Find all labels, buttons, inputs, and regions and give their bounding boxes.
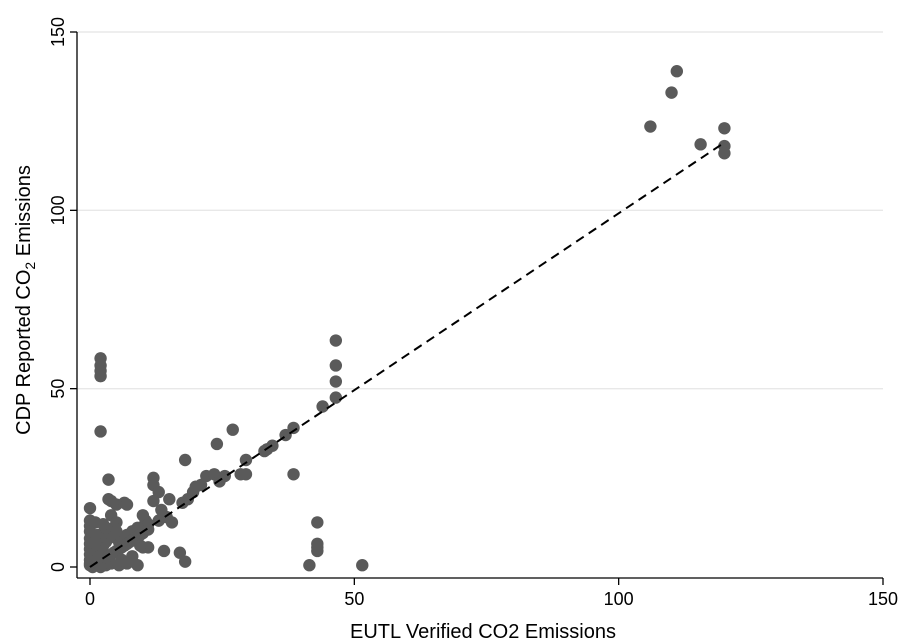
data-point bbox=[104, 494, 118, 508]
data-point bbox=[91, 551, 105, 565]
data-point bbox=[665, 86, 678, 99]
data-point bbox=[644, 120, 657, 133]
data-point bbox=[94, 369, 107, 383]
data-point bbox=[89, 535, 102, 549]
data-point bbox=[165, 516, 179, 529]
y-tick-label: 150 bbox=[48, 17, 68, 47]
data-point bbox=[120, 498, 134, 511]
data-point bbox=[329, 359, 343, 372]
data-point bbox=[239, 468, 253, 481]
data-point bbox=[178, 453, 192, 467]
y-tick-label: 100 bbox=[48, 195, 68, 225]
data-point bbox=[173, 546, 187, 559]
data-point bbox=[670, 65, 684, 78]
data-point bbox=[83, 501, 97, 515]
data-point bbox=[210, 437, 224, 451]
data-point bbox=[157, 544, 171, 558]
fit-line bbox=[89, 141, 725, 568]
data-point bbox=[89, 516, 102, 529]
data-points bbox=[83, 65, 731, 574]
axes: 0 50 100 150 0 50 100 150 bbox=[48, 17, 898, 609]
data-point bbox=[356, 559, 369, 572]
data-point bbox=[718, 147, 731, 160]
data-point bbox=[102, 473, 115, 486]
gridlines bbox=[77, 31, 883, 390]
data-point bbox=[329, 391, 343, 404]
data-point bbox=[329, 334, 343, 347]
data-point bbox=[718, 122, 731, 135]
y-axis-title: CDP Reported CO2 Emissions bbox=[13, 165, 38, 435]
data-point bbox=[176, 496, 189, 509]
x-tick-label: 50 bbox=[344, 589, 364, 609]
data-point bbox=[303, 559, 316, 572]
data-point bbox=[152, 485, 165, 499]
data-point bbox=[694, 138, 707, 151]
y-tick-label: 0 bbox=[48, 562, 68, 572]
data-point bbox=[178, 555, 192, 568]
data-point bbox=[329, 375, 343, 388]
x-tick-label: 100 bbox=[604, 589, 634, 609]
fit-line-group bbox=[89, 141, 725, 568]
data-point bbox=[147, 494, 160, 508]
data-point bbox=[94, 425, 107, 438]
data-point bbox=[311, 516, 324, 529]
x-axis-title: EUTL Verified CO2 Emissions bbox=[350, 621, 616, 642]
data-point bbox=[141, 523, 155, 536]
data-point bbox=[131, 559, 144, 572]
data-point bbox=[316, 400, 329, 413]
x-tick-label: 0 bbox=[85, 589, 95, 609]
y-axis-title-main: CDP Reported CO bbox=[13, 270, 35, 435]
y-tick-label: 50 bbox=[48, 379, 68, 399]
data-point bbox=[287, 468, 300, 481]
x-tick-label: 150 bbox=[868, 589, 898, 609]
y-axis-title-subscript: 2 bbox=[22, 262, 38, 270]
data-point bbox=[287, 421, 300, 435]
data-point bbox=[163, 493, 176, 506]
data-point bbox=[120, 557, 134, 570]
y-axis-title-suffix: Emissions bbox=[13, 165, 35, 262]
data-point bbox=[226, 423, 239, 436]
data-point bbox=[239, 453, 253, 467]
data-point bbox=[311, 544, 324, 558]
